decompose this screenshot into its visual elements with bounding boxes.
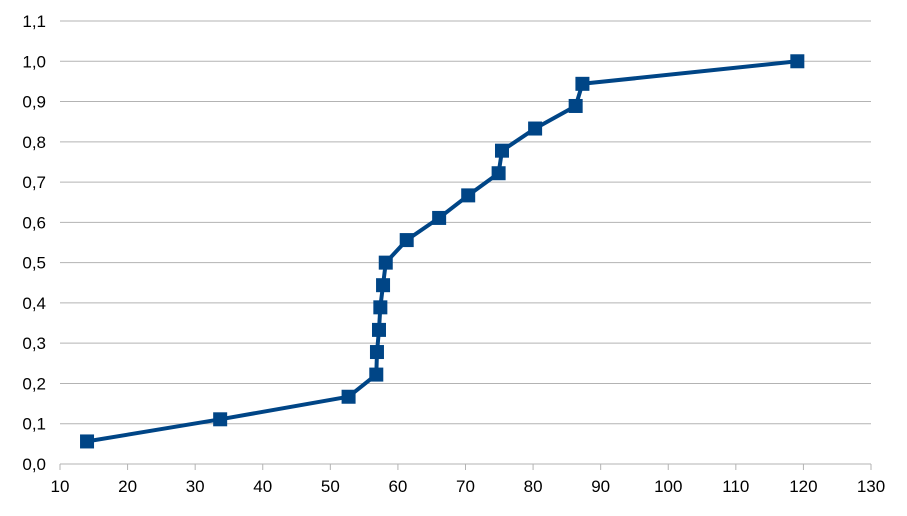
data-point-marker [371,322,386,337]
data-point-marker [341,389,356,404]
y-tick-label: 0,2 [22,374,46,393]
x-tick-label: 60 [388,477,407,496]
y-tick-label: 0,1 [22,415,46,434]
data-point-marker [80,434,95,449]
data-point-marker [376,278,391,293]
data-point-marker [568,98,583,113]
y-tick-label: 0,6 [22,213,46,232]
data-point-marker [369,345,384,360]
y-tick-label: 0,4 [22,294,46,313]
y-axis-tick-labels: 0,0 0,1 0,2 0,3 0,4 0,5 0,6 0,7 0,8 0,9 1,0 1,1 [22,12,46,474]
x-tick-label: 100 [654,477,682,496]
x-tick-label: 20 [118,477,137,496]
x-tick-label: 130 [857,477,885,496]
data-point-marker [461,188,476,203]
gridlines [60,20,871,425]
data-point-marker [575,76,590,91]
data-point-marker [790,54,805,69]
series [80,54,805,449]
y-tick-label: 0,8 [22,133,46,152]
x-tick-label: 10 [51,477,70,496]
y-tick-label: 0,3 [22,334,46,353]
y-tick-label: 1,0 [22,52,46,71]
x-tick-label: 30 [186,477,205,496]
data-point-marker [432,210,447,225]
x-tick-label: 120 [789,477,817,496]
data-point-marker [213,412,228,427]
data-point-marker [369,367,384,382]
x-tick-label: 110 [722,477,749,496]
y-tick-label: 0,7 [22,173,46,192]
x-tick-label: 50 [321,477,340,496]
series-line [86,59,798,444]
y-tick-label: 0,0 [22,455,46,474]
x-tick-label: 90 [591,477,610,496]
x-tick-label: 80 [524,477,543,496]
data-point-marker [491,166,506,181]
x-axis-ticks: 10 20 30 40 50 60 70 80 90 100 110 120 130 [51,464,885,496]
x-tick-label: 40 [253,477,272,496]
y-tick-label: 1,1 [22,12,46,31]
y-tick-label: 0,5 [22,254,46,273]
x-tick-label: 70 [456,477,475,496]
data-point-marker [528,121,543,136]
data-point-marker [378,255,393,270]
data-point-marker [399,233,414,248]
data-point-marker [373,300,388,315]
data-point-marker [494,143,509,158]
y-tick-label: 0,9 [22,93,46,112]
